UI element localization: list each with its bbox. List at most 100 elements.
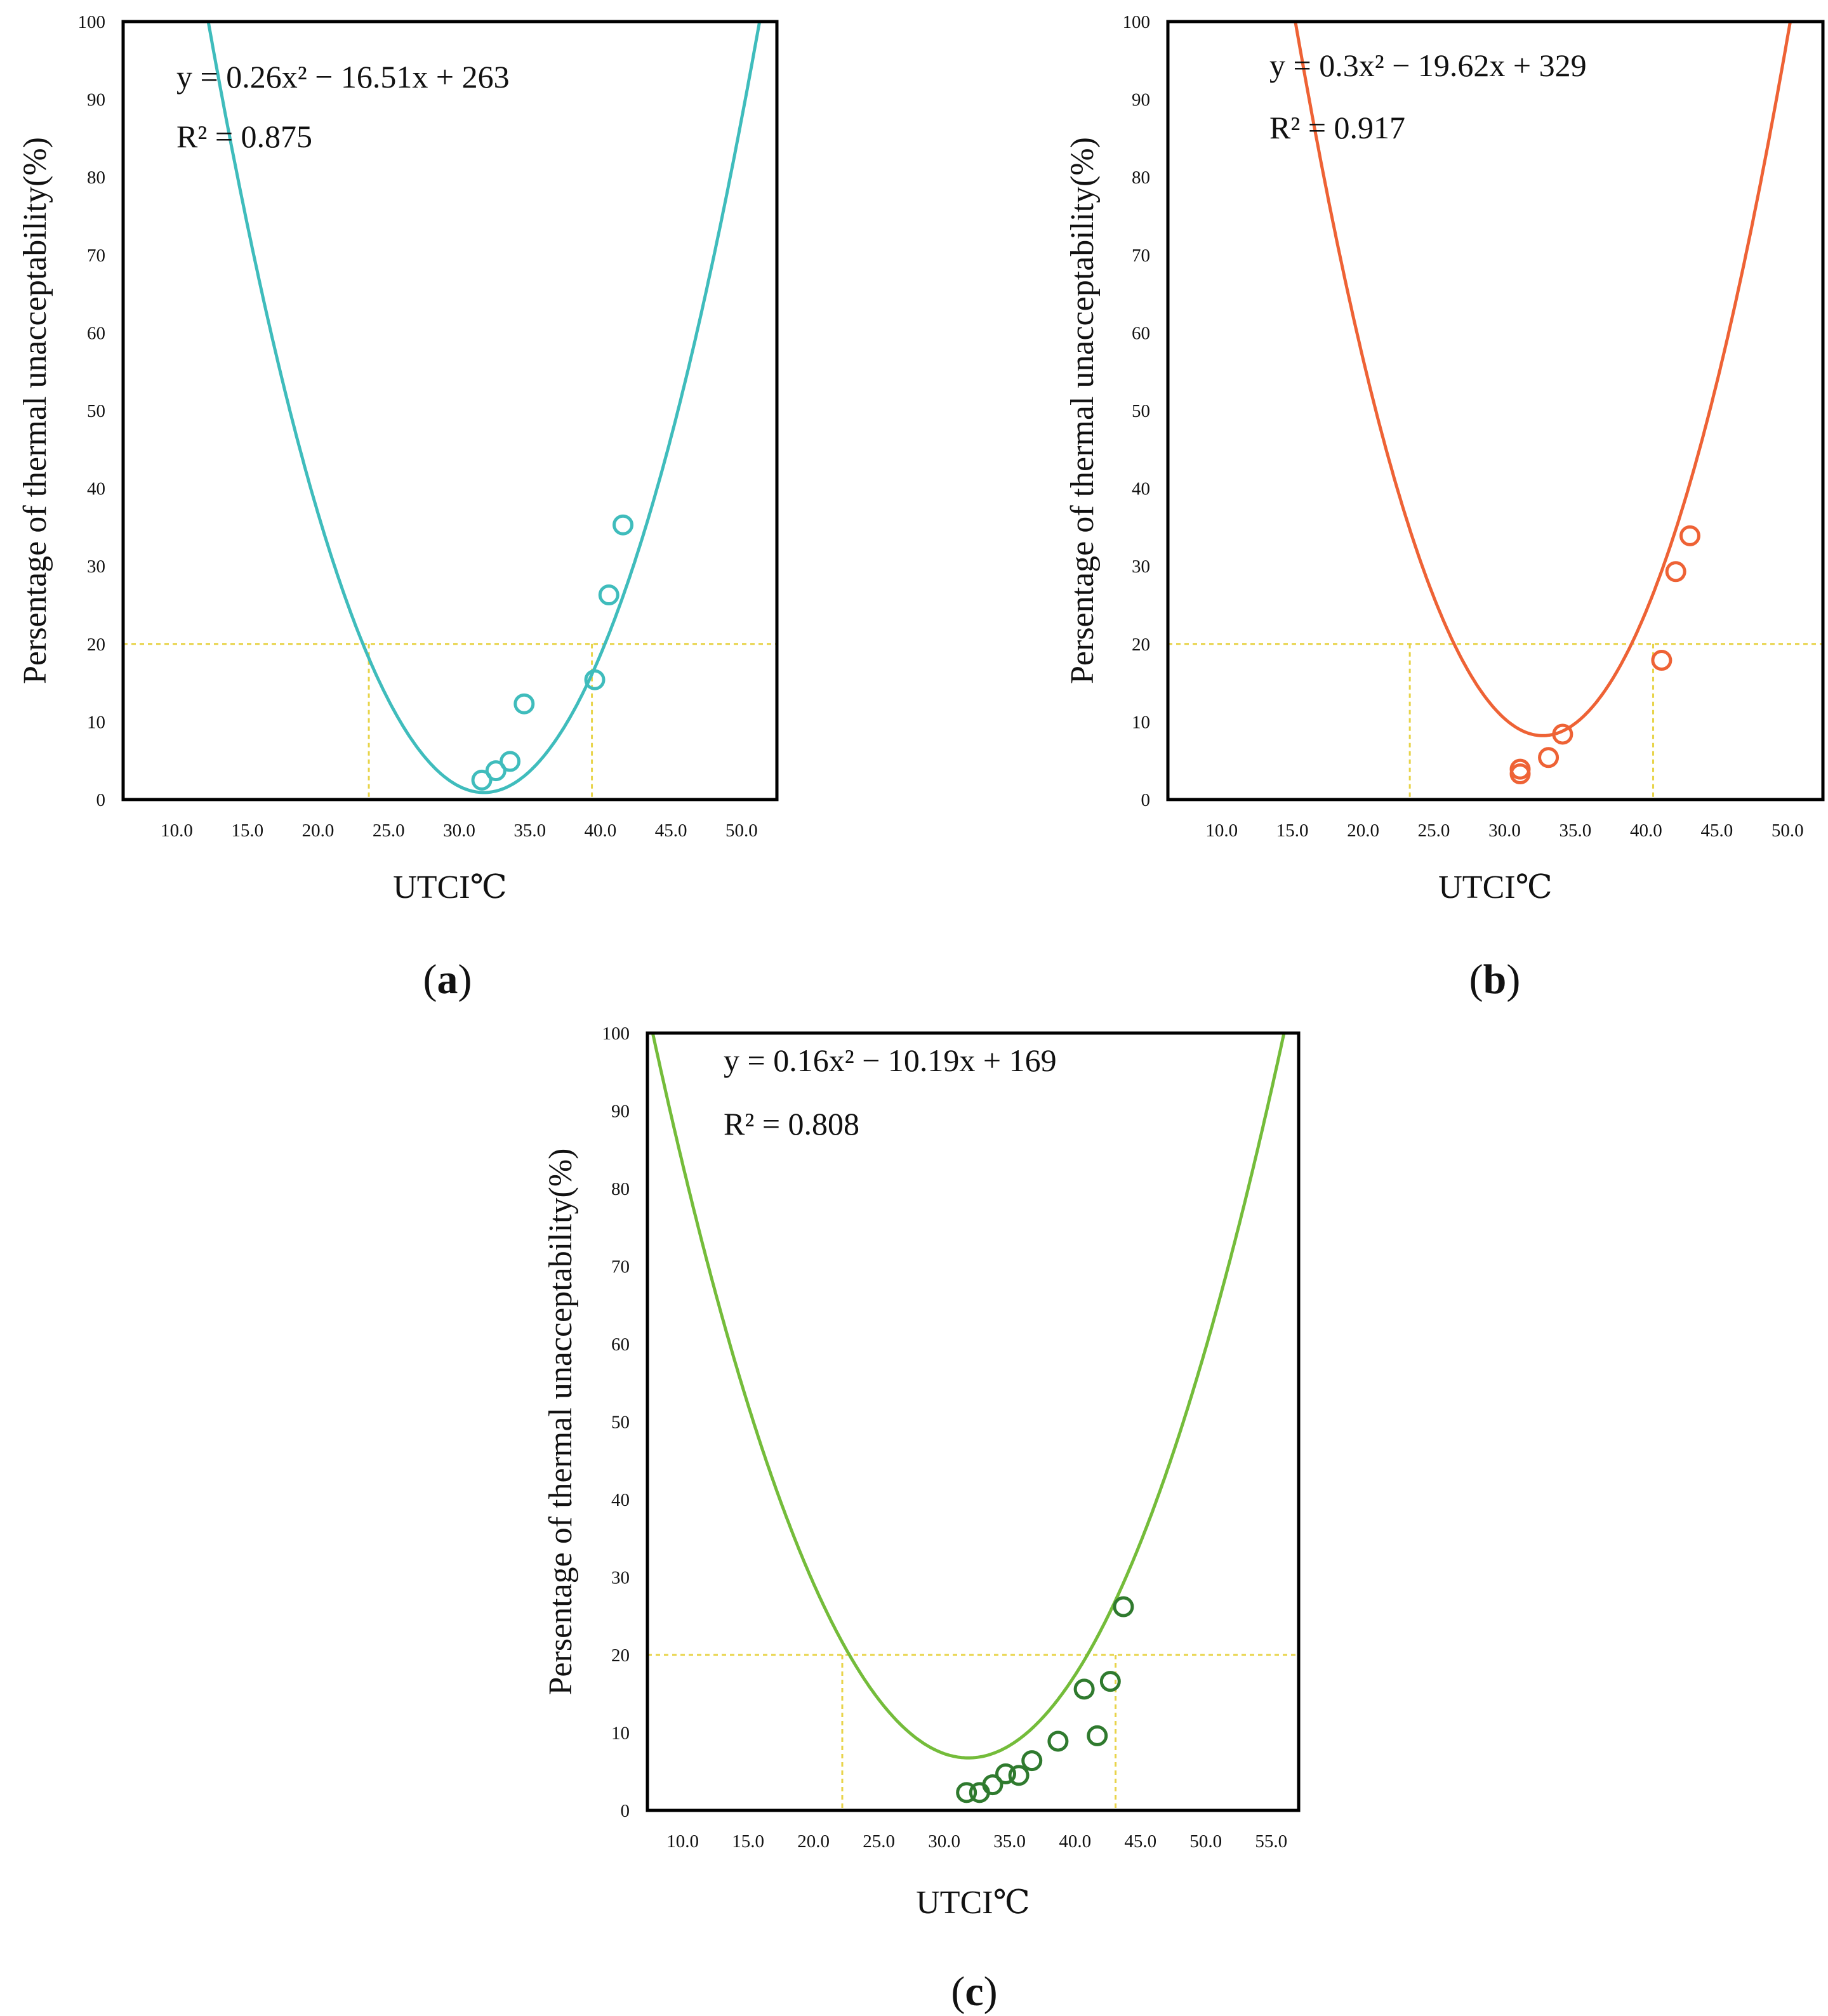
x-tick-label: 35.0 [993, 1831, 1026, 1852]
y-tick-label: 30 [1132, 557, 1150, 577]
x-tick-label: 15.0 [732, 1831, 764, 1852]
y-tick-label: 0 [621, 1801, 630, 1821]
y-axis-ticks: 0 10 20 30 40 50 60 70 80 90 100 [1123, 12, 1151, 810]
x-tick-label: 20.0 [797, 1831, 830, 1852]
x-tick-label: 15.0 [1276, 820, 1309, 841]
x-tick-label: 45.0 [655, 820, 687, 841]
data-point [500, 751, 521, 772]
y-tick-label: 30 [611, 1568, 630, 1588]
x-tick-label: 15.0 [231, 820, 263, 841]
y-tick-label: 100 [1123, 12, 1151, 32]
r-squared: R² = 0.917 [1269, 110, 1405, 145]
fit-equation: y = 0.26x² − 16.51x + 263 [176, 59, 510, 95]
x-tick-label: 10.0 [161, 820, 193, 841]
data-point [613, 514, 634, 536]
y-tick-label: 20 [87, 635, 105, 655]
data-point [982, 1774, 1003, 1796]
y-tick-label: 90 [1132, 90, 1150, 110]
x-tick-label: 25.0 [863, 1831, 895, 1852]
x-axis-title: UTCI℃ [1438, 869, 1553, 906]
data-points [471, 514, 634, 791]
plot-frame [121, 20, 779, 801]
panel-label-a: (a) [423, 956, 472, 1003]
x-tick-label: 40.0 [1059, 1831, 1091, 1852]
y-tick-label: 30 [87, 557, 105, 577]
panel-b: 10.0 15.0 20.0 25.0 30.0 35.0 40.0 45.0 50.0 0 10… [1064, 12, 1825, 1003]
x-tick-label: 35.0 [513, 820, 546, 841]
x-axis-ticks: 10.0 15.0 20.0 25.0 30.0 35.0 40.0 45.0 50.0 [1205, 820, 1803, 841]
data-point [1679, 525, 1700, 546]
data-point [598, 584, 619, 606]
fit-curve [651, 1033, 1286, 1760]
y-tick-label: 90 [87, 90, 105, 110]
data-point [1087, 1725, 1108, 1746]
y-tick-label: 70 [611, 1257, 630, 1277]
x-tick-label: 20.0 [1347, 820, 1379, 841]
x-axis-title: UTCI℃ [916, 1885, 1030, 1921]
data-point [1651, 650, 1672, 671]
data-points [1509, 525, 1700, 785]
x-tick-label: 20.0 [302, 820, 334, 841]
x-tick-label: 50.0 [1189, 1831, 1222, 1852]
fit-equation: y = 0.3x² − 19.62x + 329 [1269, 48, 1587, 83]
r-squared: R² = 0.875 [176, 119, 312, 154]
x-tick-label: 45.0 [1700, 820, 1733, 841]
x-tick-label: 25.0 [1418, 820, 1450, 841]
y-tick-label: 0 [1141, 790, 1151, 810]
y-tick-label: 40 [611, 1490, 630, 1510]
x-tick-label: 30.0 [1488, 820, 1521, 841]
x-tick-label: 10.0 [1205, 820, 1238, 841]
y-tick-label: 90 [611, 1102, 630, 1122]
data-point [471, 769, 493, 791]
panel-c: 10.0 15.0 20.0 25.0 30.0 35.0 40.0 45.0 50.0 55.0… [543, 1024, 1301, 2015]
y-tick-label: 50 [611, 1413, 630, 1433]
data-point [956, 1782, 977, 1803]
y-axis-ticks: 0 10 20 30 40 50 60 70 80 90 100 [78, 12, 106, 810]
y-axis-title: Persentage of thermal unacceptability(%) [1064, 137, 1101, 684]
data-point [485, 760, 507, 782]
x-tick-label: 50.0 [1772, 820, 1804, 841]
panel-label-c: (c) [951, 1968, 997, 2015]
panel-label-b: (b) [1469, 956, 1521, 1003]
data-points [956, 1596, 1134, 1803]
x-tick-label: 30.0 [928, 1831, 960, 1852]
fit-curve [206, 22, 762, 794]
r-squared: R² = 0.808 [724, 1106, 859, 1142]
y-tick-label: 40 [1132, 479, 1150, 499]
plot-frame [646, 1031, 1301, 1812]
x-tick-label: 30.0 [443, 820, 475, 841]
data-point [1509, 758, 1531, 780]
panel-a: 10.0 15.0 20.0 25.0 30.0 35.0 40.0 45.0 50.0 0 10… [17, 12, 779, 1003]
plot-frame [1166, 20, 1825, 801]
x-axis-ticks: 10.0 15.0 20.0 25.0 30.0 35.0 40.0 45.0 50.0 [161, 820, 758, 841]
data-point [1538, 747, 1560, 768]
x-tick-label: 40.0 [585, 820, 617, 841]
y-axis-title: Persentage of thermal unacceptability(%) [543, 1149, 579, 1696]
x-axis-title: UTCI℃ [393, 869, 507, 906]
y-tick-label: 60 [1132, 323, 1150, 343]
data-point [1073, 1678, 1095, 1700]
y-tick-label: 10 [87, 712, 105, 732]
y-tick-label: 50 [87, 401, 105, 421]
x-tick-label: 35.0 [1560, 820, 1592, 841]
x-tick-label: 10.0 [666, 1831, 699, 1852]
y-tick-label: 70 [87, 246, 105, 266]
data-point [995, 1763, 1017, 1784]
threshold-lines [1168, 643, 1823, 800]
x-tick-label: 50.0 [725, 820, 758, 841]
y-tick-label: 10 [1132, 712, 1150, 732]
y-tick-label: 20 [1132, 635, 1150, 655]
y-tick-label: 60 [611, 1334, 630, 1355]
fit-curve [1294, 22, 1792, 737]
y-tick-label: 0 [96, 790, 106, 810]
y-tick-label: 50 [1132, 401, 1150, 421]
data-point [513, 693, 535, 715]
y-axis-title: Persentage of thermal unacceptability(%) [17, 137, 53, 684]
y-tick-label: 20 [611, 1645, 630, 1666]
y-tick-label: 100 [78, 12, 106, 32]
y-tick-label: 100 [602, 1024, 630, 1044]
data-point [1099, 1671, 1121, 1692]
x-tick-label: 25.0 [373, 820, 405, 841]
data-point [1047, 1730, 1069, 1752]
